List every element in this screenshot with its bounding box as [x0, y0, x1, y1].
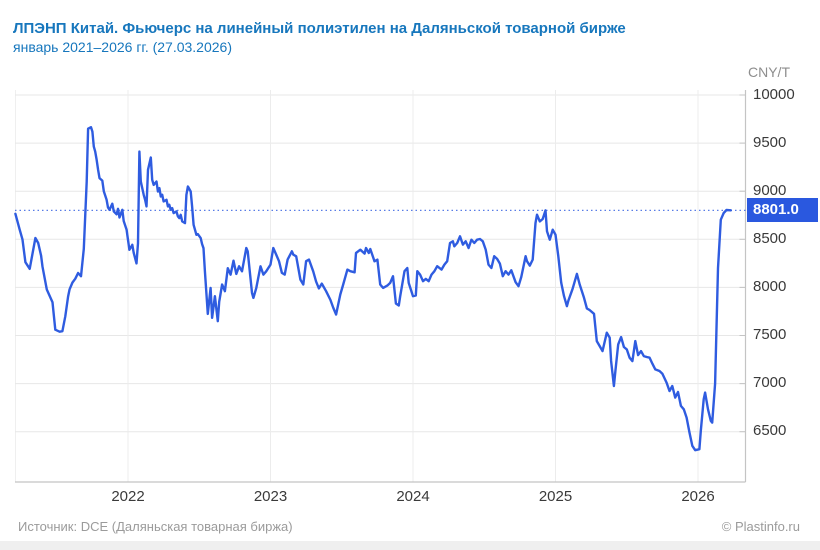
- price-line-series: [14, 125, 732, 452]
- y-tick-label: 9000: [753, 181, 787, 199]
- chart-title: ЛПЭНП Китай. Фьючерс на линейный полиэти…: [13, 20, 626, 37]
- current-value-badge: 8801.0: [747, 198, 818, 223]
- x-tick-label: 2026: [681, 488, 715, 505]
- y-tick-label: 8500: [753, 229, 787, 247]
- source-note: Источник: DCE (Даляньская товарная биржа…: [18, 519, 293, 534]
- y-tick-label: 7500: [753, 326, 787, 343]
- y-tick-label: 7000: [753, 374, 787, 392]
- y-tick-label: 9500: [753, 133, 787, 151]
- x-tick-label: 2025: [538, 488, 573, 505]
- x-tick-label: 2022: [111, 488, 145, 505]
- y-axis-unit-label: CNY/T: [748, 64, 790, 80]
- y-tick-label: 10000: [753, 85, 795, 103]
- x-tick-label: 2024: [396, 488, 430, 505]
- copyright-note: © Plastinfo.ru: [721, 519, 800, 534]
- y-tick-label: 6500: [753, 422, 787, 440]
- chart-subtitle: январь 2021–2026 гг. (27.03.2026): [13, 39, 232, 55]
- x-tick-label: 2023: [253, 488, 288, 505]
- y-tick-label: 8000: [753, 277, 787, 295]
- bottom-edge-strip: [0, 541, 820, 550]
